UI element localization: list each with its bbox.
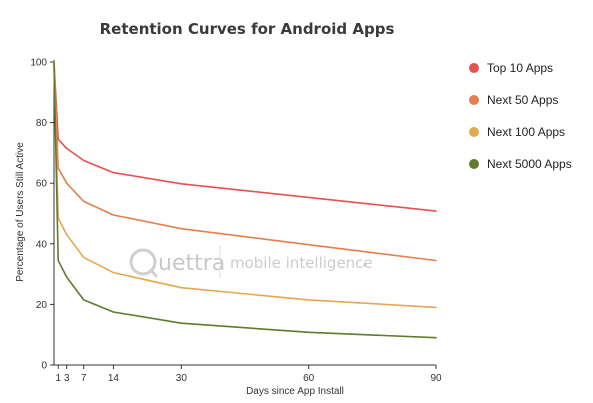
- y-tick-label: 0: [41, 361, 47, 372]
- legend-marker: [469, 159, 479, 169]
- y-tick-label: 100: [30, 58, 47, 69]
- y-tick-label: 60: [36, 179, 48, 190]
- y-tick-label: 20: [36, 300, 48, 311]
- y-tick-label: 80: [36, 118, 48, 129]
- watermark-dot: [363, 263, 367, 267]
- legend-label: Next 5000 Apps: [487, 157, 572, 171]
- series-line: [53, 61, 437, 262]
- legend-marker: [469, 127, 479, 137]
- x-axis-label: Days since App Install: [246, 386, 344, 397]
- y-tick-label: 40: [36, 239, 48, 250]
- watermark-tagline: mobile intelligence: [230, 254, 373, 272]
- x-tick-label: 1: [55, 373, 61, 384]
- legend-label: Next 100 Apps: [487, 125, 565, 139]
- series-line: [53, 61, 437, 212]
- legend-label: Top 10 Apps: [487, 61, 553, 75]
- series-lines: [53, 61, 437, 339]
- quettra-watermark: uettra mobile intelligence: [129, 245, 373, 278]
- x-tick-label: 3: [64, 373, 70, 384]
- chart-title: Retention Curves for Android Apps: [100, 20, 395, 38]
- series-line: [53, 61, 437, 339]
- series-line: [53, 61, 437, 309]
- legend-label: Next 50 Apps: [487, 93, 558, 107]
- legend-marker: [469, 63, 479, 73]
- legend: Top 10 Apps Next 50 Apps Next 100 Apps Next…: [469, 61, 572, 171]
- x-tick-label: 90: [430, 373, 442, 384]
- y-ticks: 0 20 40 60 80 100: [30, 58, 54, 372]
- watermark-logo-icon: [129, 248, 157, 276]
- x-ticks: 1 3 7 14 30 60 90: [55, 365, 442, 384]
- x-tick-label: 60: [303, 373, 315, 384]
- y-axis-label: Percentage of Users Still Active: [15, 142, 26, 282]
- x-tick-label: 14: [108, 373, 120, 384]
- watermark-logo-tail: [149, 268, 158, 278]
- x-tick-label: 30: [176, 373, 188, 384]
- x-tick-label: 7: [81, 373, 87, 384]
- axes: [53, 60, 436, 366]
- legend-marker: [469, 95, 479, 105]
- watermark-brand: uettra: [158, 251, 225, 276]
